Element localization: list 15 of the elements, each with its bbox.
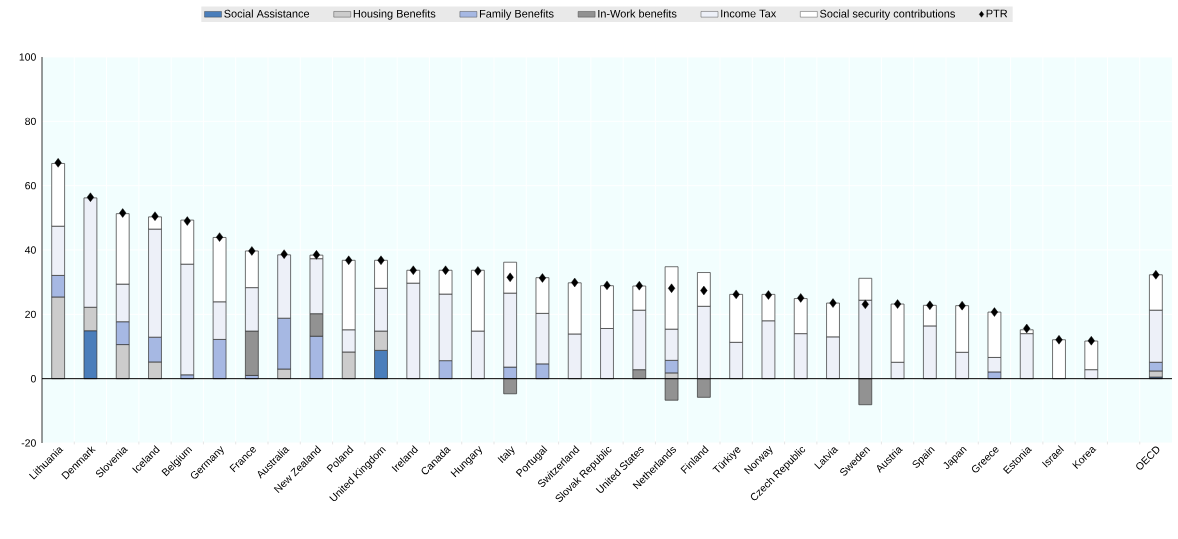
y-tick-label: 60 xyxy=(25,181,36,190)
y-tick-label: -20 xyxy=(21,439,36,447)
legend-label: Housing Benefits xyxy=(353,9,436,20)
y-tick-label: 0 xyxy=(30,374,36,383)
y-tick-label: 100 xyxy=(19,53,36,61)
legend-label: Family Benefits xyxy=(479,9,554,20)
x-tick-label: Italy xyxy=(497,446,515,463)
legend-label: Income Tax xyxy=(721,9,777,18)
y-tick-label: 40 xyxy=(24,246,36,254)
y-tick-label: 20 xyxy=(25,310,36,319)
legend-label: Social Assistance xyxy=(224,9,310,18)
legend-label: Social security contributions xyxy=(820,9,955,20)
legend-label: In-Work benefits xyxy=(598,9,677,18)
y-tick-label: 80 xyxy=(25,117,36,126)
legend-label: PTR xyxy=(986,9,1008,18)
